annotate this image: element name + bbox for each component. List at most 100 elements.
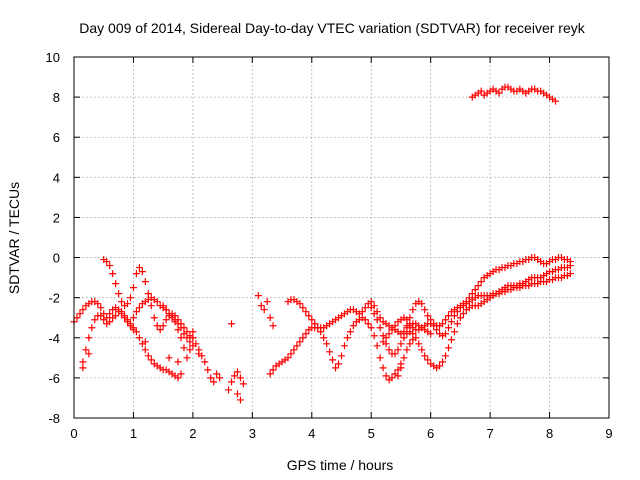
data-point <box>233 390 241 398</box>
data-point <box>177 370 185 378</box>
data-point <box>370 332 378 340</box>
data-point <box>397 340 405 348</box>
data-point <box>421 352 429 360</box>
data-point <box>263 298 271 306</box>
data-point <box>296 338 304 346</box>
data-point <box>135 334 143 342</box>
data-point <box>329 356 337 364</box>
x-tick-label: 6 <box>427 426 434 441</box>
grid <box>74 57 609 418</box>
data-point <box>400 354 408 362</box>
data-point <box>442 352 450 360</box>
data-point <box>373 342 381 350</box>
series-arc-e <box>225 368 247 394</box>
y-axis-label: SDTVAR / TECUs <box>6 182 22 294</box>
data-point <box>367 298 375 306</box>
data-point <box>305 312 313 320</box>
data-point <box>162 306 170 314</box>
data-point <box>162 316 170 324</box>
data-point <box>447 318 455 326</box>
data-point <box>412 334 420 342</box>
x-tick-label: 4 <box>308 426 315 441</box>
x-tick-label: 1 <box>130 426 137 441</box>
data-point <box>183 354 191 362</box>
data-point <box>266 370 274 378</box>
y-tick-label: 0 <box>53 251 60 266</box>
data-point <box>192 340 200 348</box>
data-point <box>442 330 450 338</box>
data-point <box>153 298 161 306</box>
data-point <box>445 312 452 320</box>
data-point <box>418 300 426 308</box>
data-point <box>388 326 396 334</box>
data-point <box>165 354 173 362</box>
axis-ticks: 0 1 2 3 4 5 6 7 8 9 -8 -6 -4 -2 0 2 4 6 8 10 <box>46 50 613 441</box>
data-point <box>367 304 375 312</box>
data-point <box>385 346 393 354</box>
x-tick-label: 7 <box>486 426 493 441</box>
data-point <box>296 300 304 308</box>
data-point <box>112 312 120 320</box>
x-tick-label: 3 <box>249 426 256 441</box>
data-point <box>177 334 185 342</box>
data-point <box>129 284 137 292</box>
data-point <box>97 312 105 320</box>
x-tick-label: 8 <box>546 426 553 441</box>
data-point <box>144 290 152 298</box>
data-point <box>153 322 161 330</box>
data-point <box>332 364 340 372</box>
data-point <box>213 370 221 378</box>
data-point <box>144 352 152 360</box>
data-point <box>180 344 188 352</box>
data-point <box>373 316 381 324</box>
data-point <box>88 324 96 332</box>
series-arc-j <box>403 254 574 330</box>
y-tick-label: -6 <box>48 371 60 386</box>
data-point <box>459 310 467 318</box>
data-point <box>361 304 369 312</box>
data-point <box>421 306 429 314</box>
data-point <box>456 314 464 322</box>
data-point <box>109 270 117 278</box>
data-point <box>236 396 244 404</box>
data-point <box>343 334 351 342</box>
data-point <box>427 330 435 338</box>
data-point <box>266 314 274 322</box>
data-point <box>85 334 93 342</box>
data-point <box>180 324 188 332</box>
data-point <box>302 330 310 338</box>
data-points <box>70 83 574 404</box>
data-point <box>156 326 164 334</box>
data-point <box>394 346 402 354</box>
data-point <box>290 346 298 354</box>
data-point <box>424 356 432 364</box>
data-point <box>106 262 114 270</box>
series-scatter <box>79 292 405 404</box>
data-point <box>103 258 111 266</box>
data-point <box>225 386 233 394</box>
data-point <box>126 320 134 328</box>
data-point <box>106 318 114 326</box>
data-point <box>228 378 236 386</box>
data-point <box>73 314 81 322</box>
data-point <box>442 316 450 324</box>
data-point <box>210 378 218 386</box>
data-point <box>165 310 173 318</box>
data-point <box>370 310 378 318</box>
data-point <box>132 270 140 278</box>
series-arc-b <box>79 308 185 382</box>
x-tick-label: 5 <box>368 426 375 441</box>
data-point <box>124 300 131 308</box>
data-point <box>450 312 458 320</box>
data-point <box>115 290 123 298</box>
x-axis-label: GPS time / hours <box>287 457 394 473</box>
data-point <box>462 298 470 306</box>
data-point <box>171 318 179 326</box>
data-point <box>186 346 194 354</box>
chart-title: Day 009 of 2014, Sidereal Day-to-day VTE… <box>79 20 585 36</box>
data-point <box>349 322 357 330</box>
data-point <box>138 268 146 276</box>
data-point <box>450 328 458 336</box>
data-point <box>132 308 140 316</box>
